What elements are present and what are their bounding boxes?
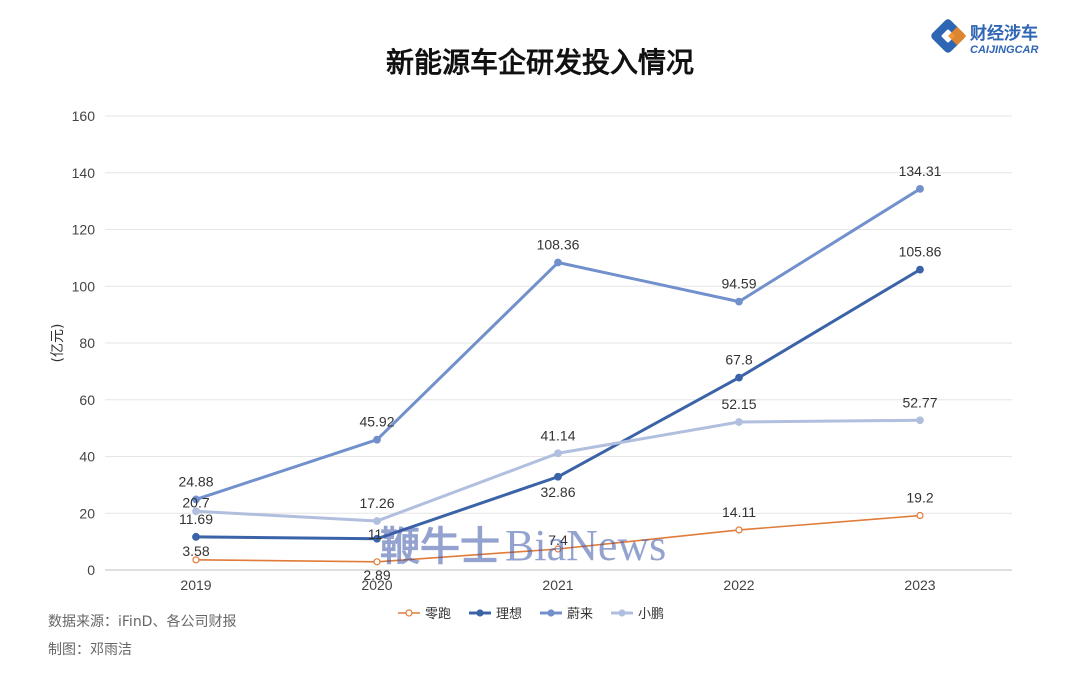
data-point (916, 265, 924, 274)
series-零跑: 3.58 2.89 7.4 14.11 19.2 (182, 490, 933, 583)
data-label: 17.26 (359, 495, 394, 511)
x-tick-label: 2023 (904, 577, 935, 593)
data-point (192, 507, 200, 516)
data-point (192, 532, 200, 541)
data-point (554, 449, 562, 458)
data-point (735, 418, 743, 426)
data-label: 11.69 (179, 511, 213, 527)
data-point (735, 297, 743, 306)
bianews-watermark: 鞭牛士 BiaNews (380, 521, 666, 570)
legend-label: 小鹏 (638, 607, 664, 622)
y-tick-label: 0 (87, 562, 95, 578)
watermark-en: BiaNews (505, 521, 666, 570)
data-label: 94.59 (721, 276, 756, 292)
x-axis-ticks: 2019 2020 2021 2022 2023 (180, 577, 935, 593)
data-point (373, 534, 381, 543)
data-label: 52.15 (721, 396, 756, 412)
y-tick-label: 60 (79, 392, 95, 408)
legend-item: 小鹏 (611, 607, 664, 622)
data-point (373, 435, 381, 444)
legend-item: 蔚来 (540, 607, 593, 622)
series-蔚来: 24.88 45.92 108.36 94.59 134.31 (178, 163, 942, 504)
watermark-cn: 鞭牛士 (380, 523, 500, 570)
y-tick-label: 80 (79, 335, 95, 351)
series-小鹏: 20.7 17.26 41.14 52.15 52.77 (182, 394, 938, 525)
y-tick-label: 120 (72, 222, 96, 238)
y-tick-label: 160 (72, 108, 96, 124)
series-理想: 11.69 11 32.86 67.8 105.86 (179, 244, 942, 543)
data-point (554, 472, 562, 481)
data-label: 41.14 (540, 427, 575, 443)
data-label: 134.31 (899, 163, 942, 179)
x-tick-label: 2021 (542, 577, 573, 593)
legend-swatch-marker (618, 609, 626, 617)
x-tick-label: 2019 (180, 577, 211, 593)
logo-mark-icon (931, 19, 967, 53)
data-point (916, 184, 924, 193)
caijingcar-logo: 财经涉车 CAIJINGCAR (931, 19, 1039, 56)
logo-name-en: CAIJINGCAR (970, 44, 1039, 56)
data-source-note: 数据来源：iFinD、各公司财报 (48, 614, 236, 630)
series-group: 3.58 2.89 7.4 14.11 19.2 11.69 11 32.86 67.8 105.… (178, 163, 941, 583)
legend-label: 理想 (496, 606, 522, 622)
legend-item: 理想 (469, 606, 522, 622)
data-point (916, 416, 924, 425)
data-point (373, 517, 381, 525)
data-point (554, 258, 562, 267)
data-label: 3.58 (182, 543, 209, 559)
data-label: 24.88 (178, 473, 213, 489)
legend-swatch-marker (547, 609, 555, 617)
legend-label: 零跑 (425, 607, 451, 622)
data-point (192, 556, 200, 564)
x-tick-label: 2020 (361, 577, 392, 593)
data-label: 52.77 (902, 394, 937, 410)
legend-swatch-marker (405, 609, 413, 617)
data-point (554, 545, 562, 553)
data-label: 32.86 (540, 484, 575, 500)
x-tick-label: 2022 (723, 577, 754, 593)
data-label: 45.92 (359, 414, 394, 430)
data-label: 11 (368, 526, 383, 542)
y-tick-label: 100 (72, 278, 96, 294)
y-tick-label: 40 (79, 449, 95, 465)
data-point (192, 495, 200, 504)
y-tick-label: 140 (72, 165, 96, 181)
data-label: 105.86 (899, 244, 942, 260)
data-label: 19.2 (906, 490, 933, 506)
chart-author-note: 制图：邓雨洁 (48, 642, 132, 658)
data-point (735, 373, 743, 382)
data-label: 7.4 (548, 532, 568, 548)
data-label: 14.11 (722, 504, 756, 520)
data-point (735, 526, 743, 534)
chart-title: 新能源车企研发投入情况 (386, 46, 694, 79)
y-axis-ticks: 0 20 40 60 80 100 120 140 160 (72, 108, 96, 578)
data-label: 67.8 (725, 352, 752, 368)
data-label: 108.36 (537, 237, 580, 253)
legend-label: 蔚来 (567, 607, 593, 622)
y-axis-label: (亿元) (50, 324, 66, 363)
legend-item: 零跑 (398, 607, 451, 622)
grid-lines (105, 115, 1012, 571)
data-label: 2.89 (363, 567, 390, 583)
logo-name-cn: 财经涉车 (969, 23, 1038, 44)
data-label: 20.7 (182, 494, 209, 510)
legend-swatch-marker (476, 609, 484, 617)
y-tick-label: 20 (79, 505, 95, 521)
data-point (373, 558, 381, 566)
legend: 零跑 理想 蔚来 小鹏 (398, 606, 664, 622)
data-point (916, 511, 924, 520)
